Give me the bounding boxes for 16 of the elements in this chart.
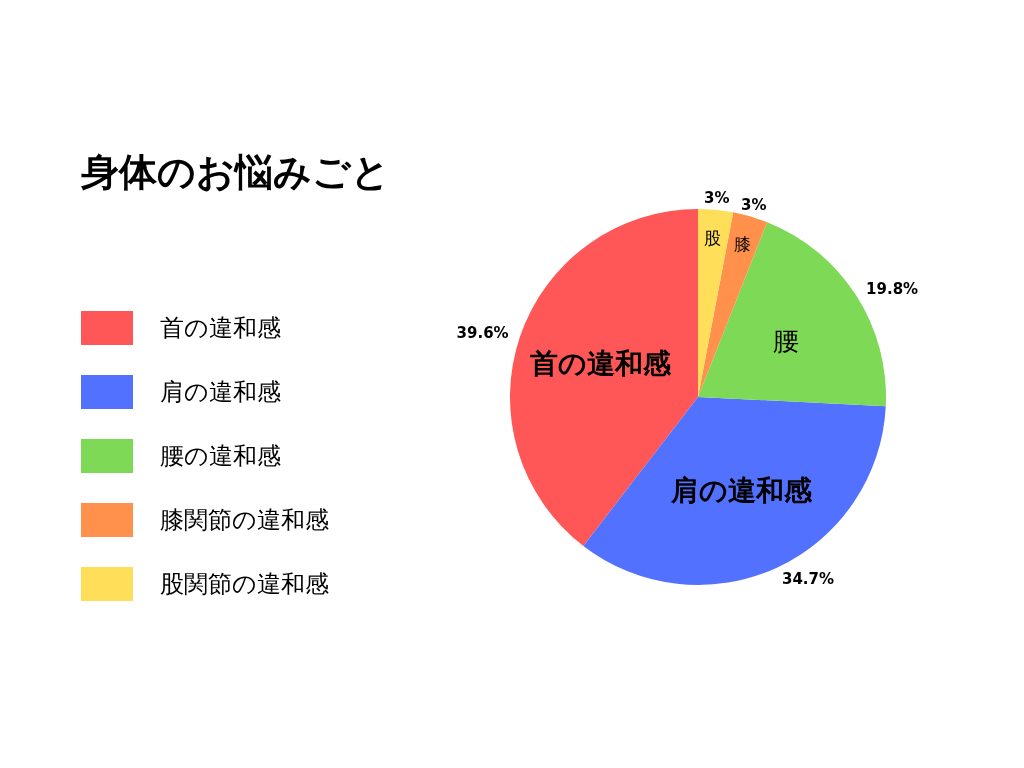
data-label: 34.7% [781, 569, 834, 588]
text: 首の違和感 [528, 347, 672, 381]
text: 肩の違和感 [669, 474, 813, 508]
legend-label: 膝関節の違和感 [160, 506, 329, 534]
legend-label: 股関節の違和感 [160, 570, 329, 598]
text: 膝 [733, 233, 751, 254]
text: 腰 [772, 325, 799, 356]
data-label: 39.6% [456, 323, 509, 342]
data-label: 19.8% [866, 279, 919, 298]
chart-title: 身体のお悩みごと [80, 150, 390, 194]
data-label: 3% [741, 195, 767, 214]
legend-label: 肩の違和感 [160, 378, 281, 406]
legend-label: 首の違和感 [160, 314, 281, 342]
data-label: 3% [704, 188, 730, 207]
legend-label: 腰の違和感 [160, 442, 281, 470]
text: 股 [704, 228, 722, 249]
